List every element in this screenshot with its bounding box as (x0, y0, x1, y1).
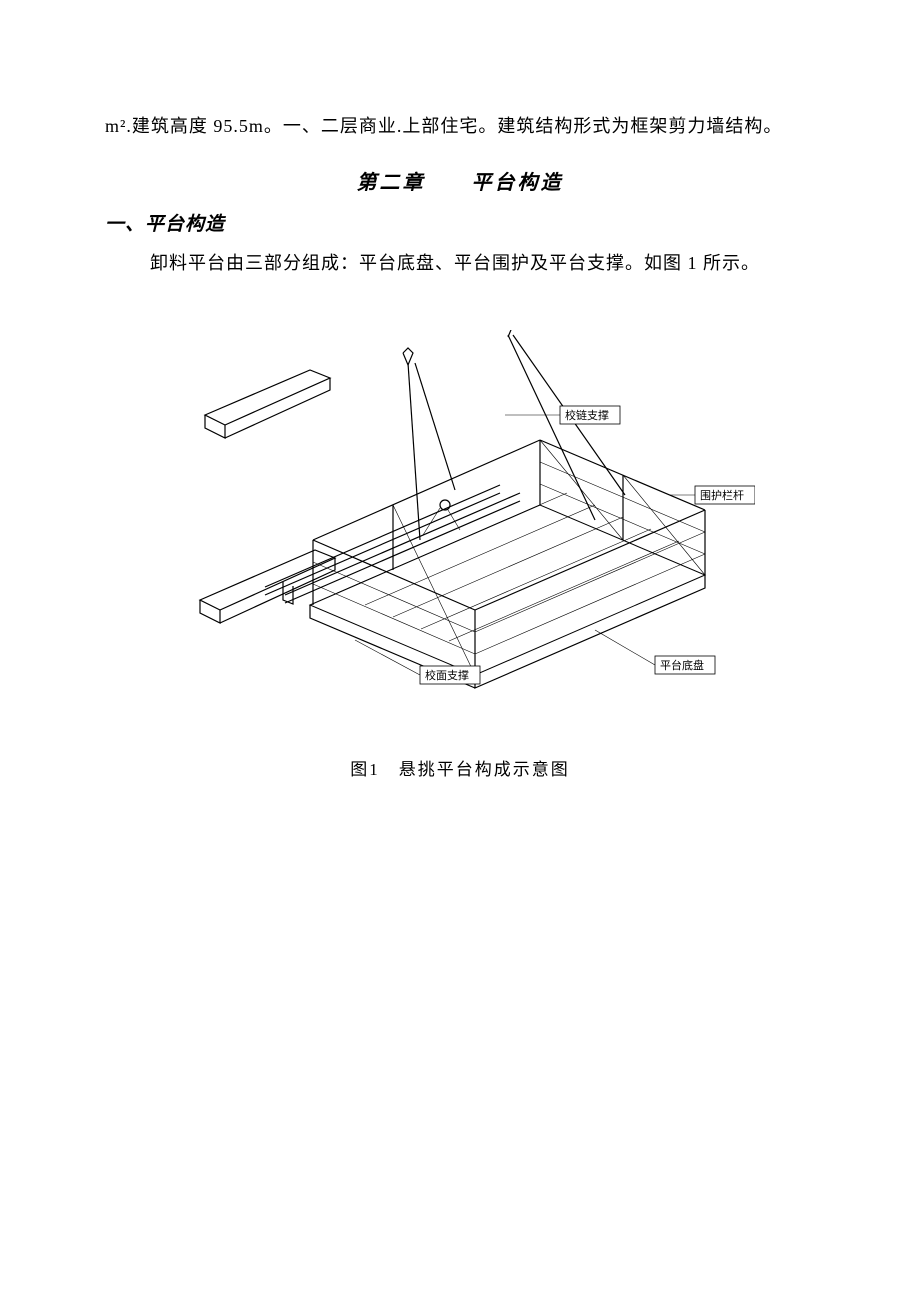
figure-caption: 图1 悬挑平台构成示意图 (105, 755, 815, 780)
label-top-support: 校链支撑 (505, 406, 620, 424)
chapter-title: 第二章 平台构造 (105, 166, 815, 195)
platform-base (310, 493, 705, 688)
svg-text:围护栏杆: 围护栏杆 (700, 488, 744, 502)
section-title: 一、平台构造 (105, 209, 815, 236)
figure-container: 校链支撑 围护栏杆 校面支撑 平台底盘 图1 悬挑平台构成示意图 (105, 330, 815, 780)
label-railing: 围护栏杆 (670, 486, 755, 504)
cable-supports (403, 330, 625, 540)
svg-text:校链支撑: 校链支撑 (565, 408, 609, 422)
upper-beam (205, 370, 330, 438)
platform-diagram: 校链支撑 围护栏杆 校面支撑 平台底盘 (165, 330, 755, 710)
top-paragraph: m².建筑高度 95.5m。一、二层商业.上部住宅。建筑结构形式为框架剪力墙结构… (105, 105, 815, 148)
svg-text:校面支撑: 校面支撑 (425, 668, 469, 682)
label-base: 平台底盘 (595, 630, 715, 674)
svg-text:平台底盘: 平台底盘 (660, 658, 704, 672)
body-paragraph: 卸料平台由三部分组成：平台底盘、平台围护及平台支撑。如图 1 所示。 (105, 242, 815, 285)
